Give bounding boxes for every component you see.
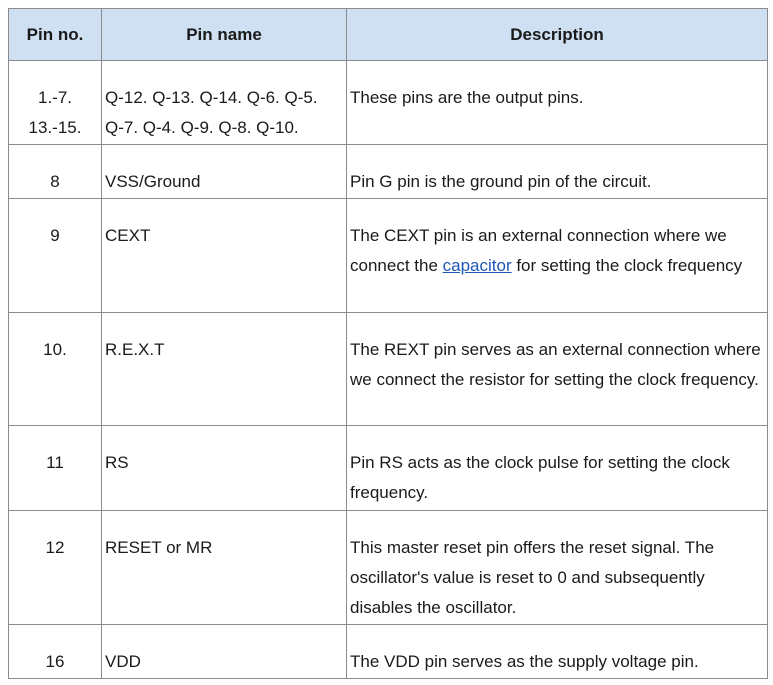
pin-no: 13.-15. [28,118,82,137]
header-pin-no: Pin no. [8,8,102,61]
pin-name-cell: VSS/Ground [101,144,347,199]
description-cell: These pins are the output pins. [346,60,768,145]
description-text: The CEXT pin is an external connection w… [350,226,727,275]
table-row: 1.-7. 13.-15. Q-12. Q-13. Q-14. Q-6. Q-5.… [8,60,768,145]
description-cell: The CEXT pin is an external connection w… [346,198,768,313]
description-cell: The VDD pin serves as the supply voltage… [346,624,768,679]
description-cell: The REXT pin serves as an external conne… [346,312,768,426]
pin-name-cell: Q-12. Q-13. Q-14. Q-6. Q-5. Q-7. Q-4. Q-9… [101,60,347,145]
pin-name: Q-12. Q-13. Q-14. Q-6. Q-5. [105,88,318,107]
table-row: 12 RESET or MR This master reset pin off… [8,510,768,625]
pin-name-cell: CEXT [101,198,347,313]
pin-name-cell: VDD [101,624,347,679]
pin-name-cell: RESET or MR [101,510,347,625]
header-description: Description [346,8,768,61]
table-row: 8 VSS/Ground Pin G pin is the ground pin… [8,144,768,199]
pin-no-cell: 1.-7. 13.-15. [8,60,102,145]
description-text: for setting the clock frequency [511,256,743,275]
pin-table: Pin no. Pin name Description 1.-7. 13.-15… [8,8,768,679]
pin-no-cell: 9 [8,198,102,313]
pin-no-cell: 16 [8,624,102,679]
capacitor-link[interactable]: capacitor [442,256,512,275]
pin-no-cell: 11 [8,425,102,511]
table-row: 9 CEXT The CEXT pin is an external conne… [8,198,768,313]
description-cell: This master reset pin offers the reset s… [346,510,768,625]
pin-name: Q-7. Q-4. Q-9. Q-8. Q-10. [105,118,299,137]
pin-no-cell: 12 [8,510,102,625]
table-row: 10. R.E.X.T The REXT pin serves as an ex… [8,312,768,426]
pin-name-cell: RS [101,425,347,511]
description-cell: Pin RS acts as the clock pulse for setti… [346,425,768,511]
description-cell: Pin G pin is the ground pin of the circu… [346,144,768,199]
pin-name-cell: R.E.X.T [101,312,347,426]
header-pin-name: Pin name [101,8,347,61]
table-row: 11 RS Pin RS acts as the clock pulse for… [8,425,768,511]
pin-no: 1.-7. [37,88,73,107]
table-row: 16 VDD The VDD pin serves as the supply … [8,624,768,679]
pin-no-cell: 8 [8,144,102,199]
pin-no-cell: 10. [8,312,102,426]
header-row: Pin no. Pin name Description [8,8,768,61]
